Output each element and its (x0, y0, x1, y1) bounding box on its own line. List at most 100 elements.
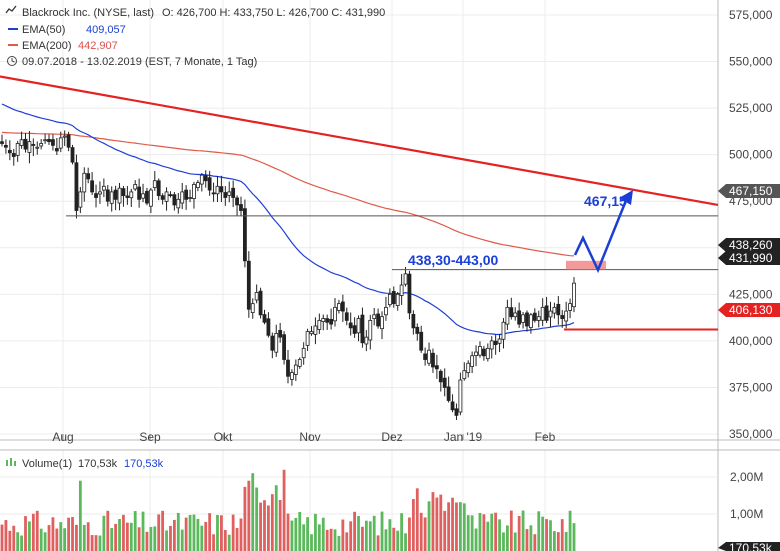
candle (27, 131, 32, 164)
y-tick-label: 525,000 (729, 101, 773, 115)
candle (532, 308, 537, 323)
candle (442, 368, 447, 397)
candle (223, 186, 228, 206)
volume-bar (325, 529, 329, 551)
candles (0, 130, 576, 421)
volume-bar (423, 517, 427, 551)
ema50-value: 409,057 (86, 24, 126, 36)
volume-bar (502, 532, 505, 551)
candle (376, 308, 381, 329)
volume-bar (78, 480, 82, 551)
volume-bar (439, 494, 443, 551)
candle (98, 181, 102, 204)
candle (529, 312, 533, 334)
volume-bar (400, 513, 404, 551)
volume-bar (71, 517, 74, 551)
volume-bar (274, 485, 278, 551)
candle (192, 181, 196, 209)
ema200-swatch (8, 44, 18, 46)
volume-value-1: 170,53k (78, 458, 118, 470)
volume-bar (470, 515, 474, 551)
volume-bar (227, 534, 231, 551)
candle (180, 183, 185, 210)
volume-bar (219, 515, 223, 551)
candle (450, 394, 455, 413)
candle (101, 178, 106, 198)
candle (290, 369, 294, 386)
x-tick-label: Aug (52, 430, 73, 444)
volume-bar (82, 524, 86, 551)
candle (481, 345, 486, 361)
candle (266, 312, 271, 338)
volume-bar (165, 530, 168, 551)
volume-bar (513, 532, 517, 551)
volume-bar (306, 517, 309, 551)
candle (188, 189, 192, 203)
x-tick-label: Nov (299, 430, 320, 444)
candle (384, 296, 388, 321)
volume-bar (447, 502, 451, 551)
volume-bar (122, 514, 125, 551)
candle (364, 330, 369, 352)
candle (329, 308, 333, 330)
volume-bar (505, 525, 509, 551)
candle (568, 298, 572, 319)
candle (211, 182, 216, 202)
candle (0, 134, 4, 147)
chart-line-icon (5, 5, 17, 14)
candle (411, 310, 416, 335)
price-tag: 406,130 (718, 303, 780, 317)
candle (51, 134, 55, 151)
volume-bar (169, 525, 172, 551)
candle (129, 188, 134, 207)
candle (297, 357, 302, 369)
candle (109, 186, 114, 212)
candle (489, 336, 494, 359)
candle (513, 307, 518, 321)
volume-bar (298, 511, 302, 551)
candle (407, 270, 412, 320)
candle (348, 312, 353, 336)
volume-bar (59, 522, 63, 551)
candle (35, 141, 40, 155)
x-tick-label: Jan '19 (444, 430, 483, 444)
resistance-zone (566, 260, 606, 270)
y-tick-label: 575,000 (729, 8, 773, 22)
volume-bar (102, 515, 106, 551)
symbol-title: Blackrock Inc. (NYSE, last) (22, 7, 154, 19)
volume-bar (39, 528, 43, 551)
candle (231, 180, 236, 208)
y-tick-label: 550,000 (729, 55, 773, 69)
candle (517, 302, 522, 328)
candle (31, 138, 36, 157)
candle (536, 310, 541, 328)
volume-bar (35, 510, 39, 551)
candle (423, 347, 428, 366)
candle (560, 310, 565, 328)
volume-bar (4, 520, 8, 551)
candle (19, 131, 24, 149)
y-tick-label: 350,000 (729, 427, 773, 441)
volume-bar (204, 521, 208, 551)
candle (478, 341, 482, 358)
candle (321, 314, 326, 331)
volume-bar (341, 519, 345, 551)
volume-bar (537, 511, 541, 551)
candle (521, 311, 525, 329)
ema200-line (1, 131, 575, 257)
volume-bar (568, 510, 572, 551)
volume-bar (478, 512, 482, 551)
candle (105, 184, 110, 207)
volume-bar (462, 503, 466, 551)
candle (160, 193, 165, 205)
volume-bar (239, 518, 243, 551)
candle (505, 299, 510, 330)
volume-bar (110, 528, 114, 551)
candle (434, 354, 439, 379)
candle (94, 184, 98, 208)
candle (156, 178, 161, 201)
volume-bar (388, 519, 392, 551)
volume-bar (118, 518, 121, 551)
y-tick-label: 425,000 (729, 287, 773, 301)
